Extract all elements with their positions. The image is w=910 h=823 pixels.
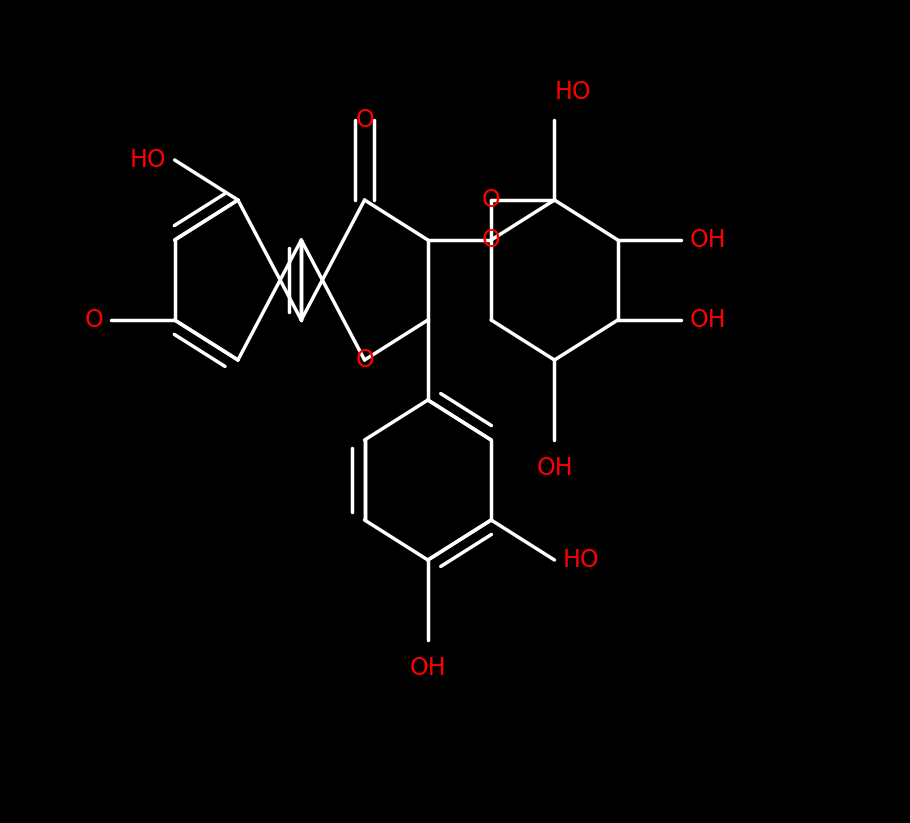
Text: O: O	[481, 188, 501, 212]
Text: OH: OH	[410, 657, 446, 681]
Text: O: O	[355, 108, 374, 132]
Text: OH: OH	[690, 308, 726, 332]
Text: OH: OH	[690, 228, 726, 252]
Text: O: O	[85, 308, 103, 332]
Text: OH: OH	[536, 457, 572, 481]
Text: HO: HO	[130, 148, 167, 172]
Text: HO: HO	[562, 548, 600, 572]
Text: HO: HO	[554, 80, 592, 104]
Text: O: O	[355, 348, 374, 372]
Text: O: O	[481, 228, 501, 252]
